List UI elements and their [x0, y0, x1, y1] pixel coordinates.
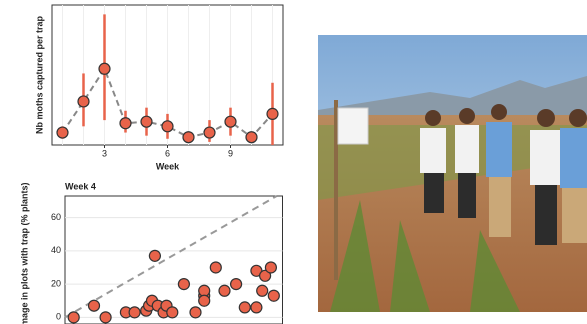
- x-tick-label: 6: [165, 148, 170, 158]
- point: [100, 312, 111, 323]
- point: [251, 302, 262, 313]
- point: [167, 307, 178, 318]
- point: [204, 127, 215, 138]
- point: [239, 302, 250, 313]
- point: [183, 132, 194, 143]
- point: [178, 279, 189, 290]
- point: [199, 285, 210, 296]
- point: [190, 307, 201, 318]
- point: [129, 307, 140, 318]
- y-tick-label: 0: [56, 312, 61, 322]
- point: [57, 127, 68, 138]
- point: [149, 250, 160, 261]
- point: [231, 279, 242, 290]
- point: [199, 295, 210, 306]
- photo: [318, 35, 587, 312]
- point: [268, 290, 279, 301]
- point: [99, 63, 110, 74]
- point: [219, 285, 230, 296]
- point: [162, 121, 173, 132]
- point: [225, 116, 236, 127]
- y-axis-label: Damage in plots with trap (% plants): [19, 182, 29, 324]
- point: [246, 132, 257, 143]
- point: [89, 300, 100, 311]
- y-tick-label: 40: [51, 245, 61, 255]
- y-tick-label: 60: [51, 212, 61, 222]
- point: [120, 118, 131, 129]
- figure: 3 6 9 Week Nb moths captured per trap Week 4 0…: [0, 0, 587, 324]
- y-axis-label: Nb moths captured per trap: [34, 15, 44, 134]
- x-tick-label: 9: [228, 148, 233, 158]
- x-tick-label: 3: [102, 148, 107, 158]
- chart-title: Week 4: [65, 181, 96, 191]
- point: [68, 312, 79, 323]
- y-tick-label: 20: [51, 278, 61, 288]
- point: [141, 116, 152, 127]
- x-axis-label: Week: [156, 161, 180, 171]
- point: [210, 262, 221, 273]
- point: [257, 285, 268, 296]
- point: [78, 96, 89, 107]
- point: [265, 262, 276, 273]
- point: [267, 108, 278, 119]
